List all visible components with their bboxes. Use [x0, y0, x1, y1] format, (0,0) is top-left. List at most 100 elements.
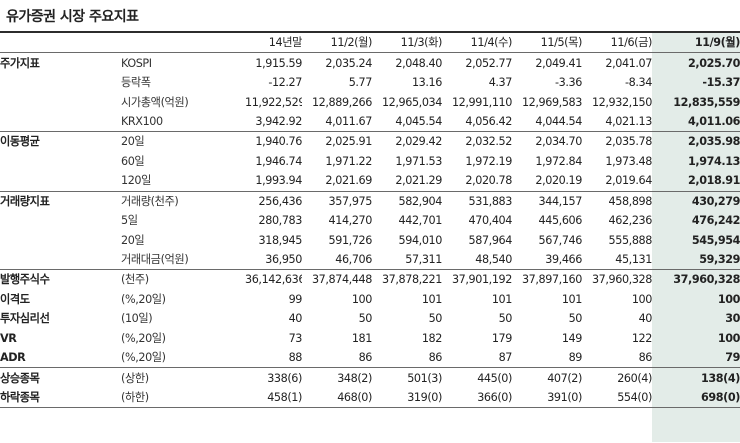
value-cell: 4,021.13	[605, 114, 652, 128]
table-row: 등락폭 -12.27 5.77 13.16 4.37 -3.36 -8.34 -15.37	[0, 73, 740, 92]
value-cell: 13.16	[411, 76, 442, 90]
value-cell: 2,019.64	[605, 174, 652, 188]
value-cell: 50	[428, 312, 442, 326]
value-cell: 318,945	[258, 233, 302, 247]
row-label: (10일)	[121, 312, 153, 326]
value-cell: 470,404	[468, 214, 512, 228]
row-group-label: 상승종목	[0, 367, 121, 388]
row-label: 20일	[121, 131, 245, 152]
value-cell: 1,915.59	[245, 52, 302, 73]
row-group-label: 발행주식수	[0, 269, 121, 290]
value-cell: 12,932,150	[591, 95, 652, 109]
row-label: KRX100	[121, 114, 163, 128]
row-label: (%,20일)	[121, 331, 166, 345]
row-label: 등락폭	[121, 76, 151, 90]
row-group-label: 이격도	[0, 292, 30, 306]
row-label: (상한)	[121, 367, 245, 388]
value-cell: 445,606	[538, 214, 582, 228]
value-cell: 101	[561, 292, 582, 306]
value-cell: 594,010	[398, 233, 442, 247]
value-cell: 86	[358, 351, 372, 365]
latest-value-cell: 30	[725, 312, 740, 326]
row-group-label: 주가지표	[0, 52, 121, 73]
value-cell: 458(1)	[245, 387, 302, 409]
value-cell: 567,746	[538, 233, 582, 247]
value-cell: 1,973.48	[605, 154, 652, 168]
row-label: 5일	[121, 214, 138, 228]
value-cell: 2,032.52	[442, 131, 512, 152]
row-group-label: 투자심리선	[0, 312, 50, 326]
value-cell: -12.27	[268, 76, 302, 90]
column-header-latest: 11/9(월)	[694, 36, 740, 50]
value-cell: 39,466	[545, 253, 582, 267]
value-cell: 587,964	[468, 233, 512, 247]
market-indicators-table: 14년말 11/2(월) 11/3(화) 11/4(수) 11/5(목) 11/…	[0, 33, 740, 409]
column-header: 11/6(금)	[610, 36, 652, 50]
value-cell: 179	[491, 331, 512, 345]
value-cell: 4,011.67	[325, 114, 372, 128]
value-cell: 280,783	[258, 214, 302, 228]
row-group-label	[0, 92, 121, 111]
value-cell: 2,035.24	[302, 52, 372, 73]
table-row: 이동평균 20일 1,940.76 2,025.91 2,029.42 2,032.52 2…	[0, 131, 740, 152]
value-cell: 2,025.91	[302, 131, 372, 152]
latest-value-cell: 100	[717, 292, 740, 306]
value-cell: 1,972.19	[465, 154, 512, 168]
value-cell: 37,901,192	[442, 269, 512, 290]
value-cell: 40	[638, 312, 652, 326]
value-cell: 2,034.70	[512, 131, 582, 152]
table-row: 하락종목 (하한) 458(1) 468(0) 319(0) 366(0) 391(0) 55…	[0, 387, 740, 409]
value-cell: 4.37	[488, 76, 512, 90]
value-cell: 4,045.54	[395, 114, 442, 128]
value-cell: 100	[631, 292, 652, 306]
latest-value-cell: 138(4)	[652, 367, 740, 388]
value-cell: 37,874,448	[302, 269, 372, 290]
row-group-label: ADR	[0, 351, 26, 365]
value-cell: 501(3)	[372, 367, 442, 388]
value-cell: 531,883	[442, 190, 512, 211]
value-cell: 357,975	[302, 190, 372, 211]
row-label: 거래대금(억원)	[121, 253, 189, 267]
row-group-label: 거래량지표	[0, 190, 121, 211]
table-row: KRX100 3,942.92 4,011.67 4,045.54 4,056.42 4,…	[0, 112, 740, 132]
value-cell: 2,021.29	[395, 174, 442, 188]
value-cell: 2,052.77	[442, 52, 512, 73]
value-cell: 260(4)	[582, 367, 652, 388]
value-cell: 11,922,529	[245, 95, 302, 109]
row-label: KOSPI	[121, 52, 245, 73]
value-cell: 46,706	[335, 253, 372, 267]
value-cell: 48,540	[475, 253, 512, 267]
value-cell: 101	[421, 292, 442, 306]
latest-value-cell: 79	[725, 351, 740, 365]
value-cell: 554(0)	[582, 387, 652, 409]
value-cell: 445(0)	[442, 367, 512, 388]
value-cell: 1,972.84	[535, 154, 582, 168]
value-cell: 1,971.22	[325, 154, 372, 168]
table-row: 발행주식수 (천주) 36,142,636 37,874,448 37,878,221 3…	[0, 269, 740, 290]
row-label: 거래량(천주)	[121, 190, 245, 211]
value-cell: 2,041.07	[582, 52, 652, 73]
table-row: 이격도 (%,20일) 99 100 101 101 101 100 100	[0, 290, 740, 309]
table-row: 주가지표 KOSPI 1,915.59 2,035.24 2,048.40 2,052.7…	[0, 52, 740, 73]
latest-value-cell: 698(0)	[652, 387, 740, 409]
header-blank	[121, 33, 245, 53]
value-cell: 582,904	[372, 190, 442, 211]
latest-value-cell: 2,018.91	[687, 174, 740, 188]
value-cell: 37,897,160	[512, 269, 582, 290]
latest-value-cell: -15.37	[702, 76, 740, 90]
value-cell: 122	[631, 331, 652, 345]
value-cell: 2,020.78	[465, 174, 512, 188]
column-header: 11/2(월)	[330, 36, 372, 50]
value-cell: 338(6)	[245, 367, 302, 388]
row-group-label	[0, 171, 121, 191]
latest-value-cell: 476,242	[691, 214, 740, 228]
header-row: 14년말 11/2(월) 11/3(화) 11/4(수) 11/5(목) 11/…	[0, 33, 740, 53]
value-cell: 1,940.76	[245, 131, 302, 152]
value-cell: 344,157	[512, 190, 582, 211]
row-group-label: 이동평균	[0, 131, 121, 152]
value-cell: 2,049.41	[512, 52, 582, 73]
column-header: 11/5(목)	[540, 36, 582, 50]
latest-value-cell: 2,035.98	[652, 131, 740, 152]
table-row: 투자심리선 (10일) 40 50 50 50 50 40 30	[0, 309, 740, 328]
value-cell: 50	[358, 312, 372, 326]
